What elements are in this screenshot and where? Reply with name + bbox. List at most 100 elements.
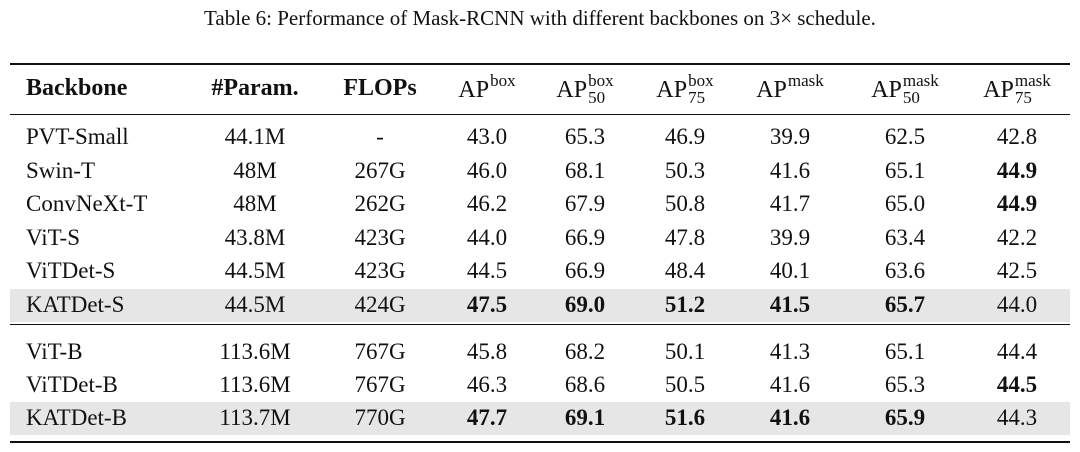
header-sup: box (490, 71, 516, 90)
header-text: AP (556, 77, 588, 103)
table-cell: 68.2 (564, 339, 606, 364)
table-cell: 44.9 (996, 191, 1038, 217)
header-scripts: box 75 (688, 72, 714, 106)
table-cell: 424G (354, 292, 406, 317)
table-cell: 44.0 (996, 292, 1038, 317)
header-sub: 75 (688, 88, 706, 107)
table-cell: 770G (354, 405, 406, 431)
table-cell: 65.9 (884, 405, 926, 431)
table-cell: 39.9 (769, 224, 811, 250)
table-cell: 65.1 (884, 157, 926, 183)
header-text: AP (871, 77, 902, 103)
header-text: #Param. (211, 75, 299, 101)
header-sup: mask (787, 71, 824, 90)
top-rule (10, 63, 1070, 65)
header-cell: AP box 75 (656, 72, 713, 106)
table-cell: 46.9 (664, 124, 706, 149)
table-cell: 40.1 (769, 258, 811, 284)
table-caption: Table 6: Performance of Mask-RCNN with d… (204, 6, 876, 30)
header-text: AP (656, 77, 688, 103)
table-cell: 113.6M (219, 339, 291, 364)
header-cell: AP box 50 (556, 72, 613, 107)
table-cell: 69.1 (564, 405, 606, 431)
header-cell: AP box (458, 72, 515, 103)
header-text: AP (983, 77, 1014, 103)
header-sub: 75 (1014, 88, 1032, 107)
header-scripts: mask 50 (903, 72, 939, 106)
table-cell: 65.0 (884, 191, 926, 217)
table-cell: 44.0 (466, 224, 508, 250)
table-cell: 50.3 (664, 157, 706, 183)
table-cell: 767G (354, 372, 406, 398)
table-cell: 51.2 (664, 292, 706, 317)
table-cell: 68.6 (564, 372, 606, 398)
table-cell: 44.1M (224, 124, 286, 149)
table-cell: 113.7M (219, 405, 291, 431)
table-cell: 42.8 (996, 124, 1038, 149)
table-cell: 45.8 (466, 339, 508, 364)
table-cell: 47.5 (466, 292, 508, 317)
table-cell: 44.4 (996, 339, 1038, 364)
table-cell: 113.6M (219, 372, 291, 398)
table-cell: 46.0 (466, 157, 508, 183)
header-cell: AP mask (756, 72, 824, 103)
header-text: Backbone (26, 75, 128, 101)
table-cell: 41.7 (769, 191, 811, 217)
header-cell: FLOPs (343, 76, 416, 100)
table-cell: 63.4 (884, 224, 926, 250)
table-cell: 63.6 (884, 258, 926, 284)
table-cell: 48M (233, 157, 277, 183)
row-label: PVT-Small (26, 124, 129, 149)
header-cell: AP mask 50 (871, 72, 939, 106)
header-text: AP (756, 77, 787, 103)
table-cell: 41.5 (769, 292, 811, 317)
row-label: KATDet-B (26, 405, 127, 431)
table-cell: 50.8 (664, 191, 706, 217)
row-label: KATDet-S (26, 292, 125, 317)
table-cell: 69.0 (564, 292, 606, 317)
table-cell: 44.9 (996, 157, 1038, 183)
table-cell: 423G (354, 224, 406, 250)
table-cell: 42.2 (996, 224, 1038, 250)
row-label: ViTDet-B (26, 372, 118, 398)
table-cell: 41.6 (769, 157, 811, 183)
highlight-band (10, 402, 1070, 436)
table-cell: 262G (354, 191, 406, 217)
group-rule (10, 324, 1070, 325)
table-cell: 68.1 (564, 157, 606, 183)
table-cell: 67.9 (564, 191, 606, 217)
table-cell: 44.3 (996, 405, 1038, 431)
table-cell: 65.3 (884, 372, 926, 398)
table-cell: 423G (354, 258, 406, 284)
row-label: ViT-B (26, 339, 83, 364)
highlight-band (10, 289, 1070, 322)
header-sup: box (688, 71, 714, 90)
bottom-rule (10, 441, 1070, 443)
header-sup: mask (1014, 71, 1051, 90)
table-cell: 47.8 (664, 224, 706, 250)
header-sub: 50 (588, 88, 606, 107)
table-cell: - (376, 124, 384, 149)
table-cell: 48M (233, 191, 277, 217)
table-cell: 41.3 (769, 339, 811, 364)
table-cell: 44.5 (466, 258, 508, 284)
header-text: FLOPs (343, 75, 417, 101)
table-cell: 42.5 (996, 258, 1038, 284)
table-cell: 65.1 (884, 339, 926, 364)
table-cell: 41.6 (769, 372, 811, 398)
table-cell: 65.7 (884, 292, 926, 317)
header-scripts: mask 75 (1015, 72, 1051, 106)
header-scripts: box (490, 72, 516, 89)
table-cell: 41.6 (769, 405, 811, 431)
header-text: AP (458, 77, 490, 103)
table-cell: 46.3 (466, 372, 508, 398)
row-label: Swin-T (26, 157, 95, 183)
header-sup: box (588, 71, 614, 90)
table-cell: 62.5 (884, 124, 926, 149)
header-scripts: mask (788, 72, 824, 89)
table-cell: 44.5M (224, 258, 286, 284)
header-cell: AP mask 75 (983, 72, 1051, 106)
row-label: ConvNeXt-T (26, 191, 148, 217)
table-cell: 43.0 (466, 124, 508, 149)
